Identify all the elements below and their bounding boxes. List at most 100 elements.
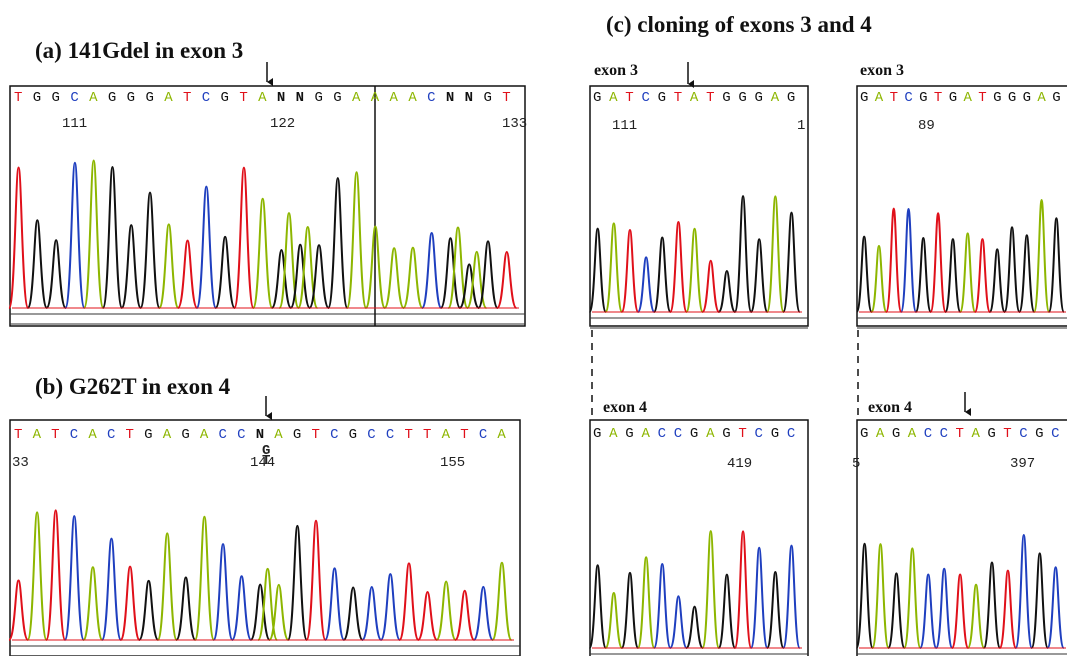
chromatogram-peak <box>65 516 84 640</box>
chromatogram-peak <box>232 576 251 640</box>
position-number: 155 <box>440 455 465 471</box>
chromatogram-peak <box>455 591 474 640</box>
chromatogram-peak <box>670 222 687 312</box>
chromatogram-peak <box>1000 571 1016 648</box>
chromatogram-peak <box>735 531 752 648</box>
chromatogram-peak <box>936 569 952 648</box>
chromatogram-peak <box>65 163 84 308</box>
chromatogram-peak <box>901 209 916 312</box>
chromatogram-peak <box>325 568 344 640</box>
chromatogram-peak <box>1047 567 1063 648</box>
chromatogram-peak <box>975 239 990 312</box>
chromatogram-peak <box>385 248 404 308</box>
chromatogram-peak <box>83 567 102 640</box>
chromatogram-peak <box>670 596 687 648</box>
chromatogram-peak <box>984 563 1000 648</box>
chromatogram-peak <box>686 229 703 312</box>
position-number: 419 <box>727 456 752 472</box>
chromatogram-peak <box>474 587 493 640</box>
chromatogram-peak <box>1016 535 1032 648</box>
chromatogram-peak <box>783 546 800 648</box>
chromatogram-peak <box>159 224 178 308</box>
chromatogram-peak <box>344 588 363 640</box>
chromatogram-peak <box>1019 235 1034 312</box>
trace-frame <box>590 420 808 656</box>
chromatogram-peak <box>214 544 233 640</box>
position-number: 122 <box>270 116 295 132</box>
position-number: 89 <box>918 118 935 134</box>
position-number: 1 <box>797 118 805 134</box>
chromatogram-peak <box>931 213 946 312</box>
chromatogram-peak <box>654 237 671 312</box>
figure: (a) 141Gdel in exon 3 TGGCAGGGATCGTANNGGA… <box>0 0 1067 656</box>
chromatogram-peak <box>234 168 253 308</box>
panel-title: (c) cloning of exons 3 and 4 <box>606 12 872 37</box>
chromatogram-peak <box>945 239 960 312</box>
chromatogram-peak <box>441 238 460 308</box>
panel-title: (b) G262T in exon 4 <box>35 374 231 399</box>
chromatogram-peak <box>381 574 400 640</box>
allele: T <box>262 453 270 469</box>
chromatogram-peak <box>783 213 800 312</box>
chromatogram-peak <box>767 196 784 312</box>
chromatogram-peak <box>9 168 28 308</box>
chromatogram-peak <box>1049 218 1064 312</box>
chromatogram-peak <box>968 585 984 648</box>
chromatogram-peak <box>622 573 639 648</box>
chromatogram-peak <box>139 581 158 640</box>
chromatogram-peak <box>28 220 47 308</box>
chromatogram-peak <box>654 564 671 648</box>
chromatogram-peak <box>1032 553 1048 648</box>
chromatogram-peak <box>288 526 307 640</box>
chromatogram-peak <box>589 229 606 312</box>
chromatogram-peak <box>158 533 177 640</box>
chromatogram-peak <box>751 548 768 648</box>
panel-title: (a) 141Gdel in exon 3 <box>35 38 243 63</box>
chromatogram-peak <box>178 241 197 308</box>
position-number: 33 <box>12 455 29 471</box>
chromatogram-peak <box>492 563 511 640</box>
chromatogram-peak <box>1034 200 1049 312</box>
chromatogram-peak <box>735 196 752 312</box>
chromatogram-peak <box>251 584 270 640</box>
chromatogram-peak <box>140 193 159 308</box>
chromatogram-peak <box>306 521 325 640</box>
chromatogram-peak <box>102 539 121 640</box>
chromatogram-peak <box>638 557 655 648</box>
chromatogram-peak <box>28 512 47 640</box>
base-sequence: GAGACCTAGTCGC <box>860 426 1059 442</box>
chromatogram-peak <box>84 160 103 308</box>
chromatogram-peak <box>638 257 655 312</box>
chromatogram-peak <box>606 593 623 648</box>
clone-label: exon 3 <box>860 62 904 79</box>
position-number: 397 <box>1010 456 1035 472</box>
chromatogram-peak <box>253 199 272 308</box>
chromatogram-peak <box>47 240 66 308</box>
chromatogram-peak <box>888 573 904 648</box>
chromatogram-peak <box>216 237 235 308</box>
chromatogram-peak <box>258 569 277 640</box>
base-sequence: TATCACTGAGACCNAGTCGCCTTATCA <box>14 427 506 443</box>
position-number: 5 <box>852 456 860 472</box>
chromatogram-peak <box>418 592 437 640</box>
position-number: 111 <box>62 116 87 132</box>
chromatogram-peak <box>702 531 719 648</box>
chromatogram-peak <box>952 574 968 648</box>
chromatogram-peak <box>422 233 441 308</box>
chromatogram-peak <box>990 249 1005 312</box>
chromatogram-peak <box>103 167 122 308</box>
chromatogram-peak <box>589 565 606 648</box>
clone-label: exon 4 <box>868 399 912 416</box>
chromatogram-peak <box>403 248 422 308</box>
position-number: 133 <box>502 116 527 132</box>
chromatogram-peak <box>176 578 195 640</box>
chromatogram-peak <box>606 223 623 312</box>
chromatogram-peak <box>195 517 214 640</box>
chromatogram-peak <box>328 178 347 308</box>
chromatogram-peak <box>751 239 768 312</box>
chromatogram-peak <box>719 575 736 648</box>
chromatogram-peak <box>478 241 497 308</box>
